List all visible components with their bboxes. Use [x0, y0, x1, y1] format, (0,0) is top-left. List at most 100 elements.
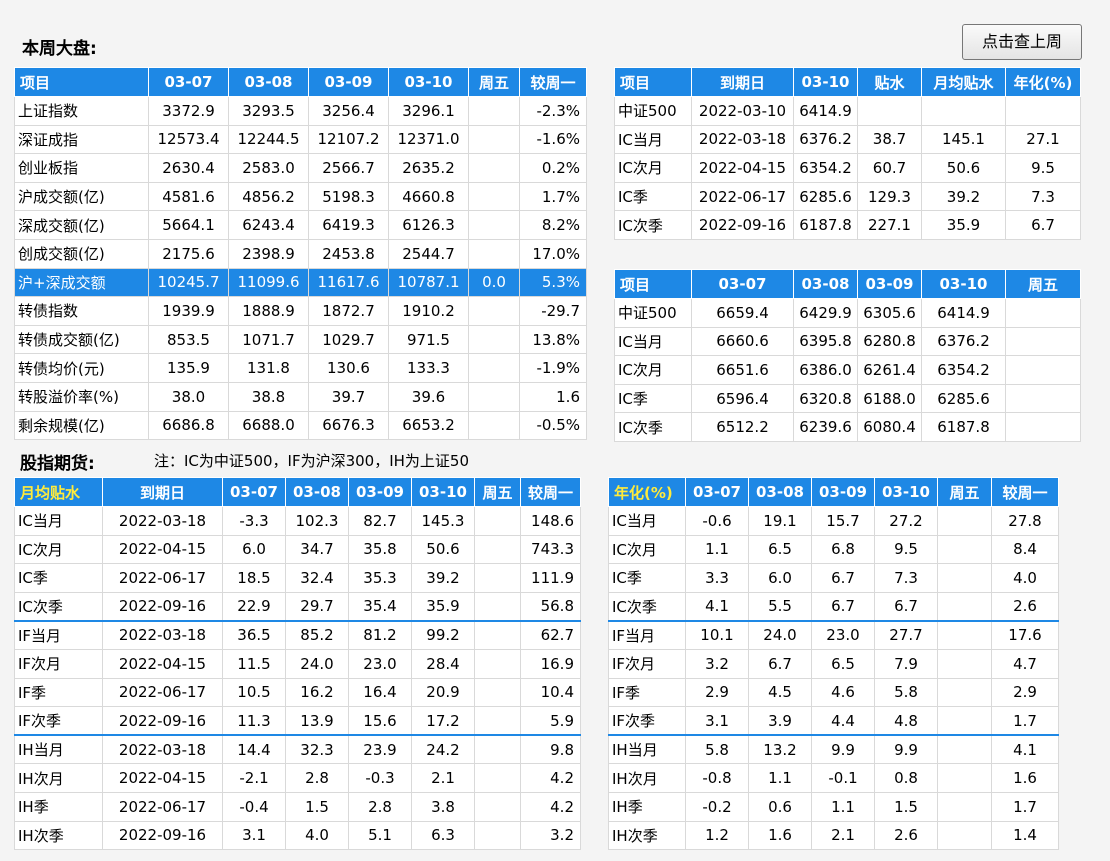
monthly-cell: 11.3 [222, 706, 286, 736]
annual-cell [937, 791, 992, 822]
annual-row: IH次月 -0.8 1.1 -0.1 0.8 1.6 [608, 763, 1059, 793]
basis-cell [921, 96, 1006, 126]
annual-cell: 0.6 [748, 791, 812, 822]
annual-cell: 9.5 [874, 534, 938, 565]
annual-cell: IF季 [608, 677, 686, 708]
market-cell [468, 96, 520, 126]
annual-header-cell: 03-07 [685, 477, 749, 507]
annual-cell: 6.7 [874, 591, 938, 622]
annual-cell: 1.7 [991, 791, 1059, 822]
monthly-row: IH次月 2022-04-15 -2.1 2.8 -0.3 2.1 4.2 [14, 763, 581, 793]
annual-cell: IH次月 [608, 763, 686, 793]
prices-cell: 6659.4 [691, 298, 794, 328]
monthly-cell: 39.2 [411, 563, 475, 593]
monthly-cell: 5.1 [348, 820, 412, 851]
annual-cell: 6.5 [811, 648, 875, 679]
prices-cell: 6187.8 [921, 412, 1006, 442]
view-last-week-button[interactable]: 点击查上周 [962, 24, 1082, 60]
annual-cell: IH当月 [608, 734, 686, 765]
monthly-header-cell: 到期日 [102, 477, 223, 507]
monthly-cell: 2022-04-15 [102, 763, 223, 793]
annual-cell: 7.3 [874, 563, 938, 593]
market-cell: 6126.3 [388, 210, 469, 240]
monthly-row: IF次月 2022-04-15 11.5 24.0 23.0 28.4 16.9 [14, 648, 581, 679]
annual-cell: 7.9 [874, 648, 938, 679]
annual-cell: 19.1 [748, 506, 812, 536]
annual-cell: 6.0 [748, 563, 812, 593]
annual-cell: 3.2 [685, 648, 749, 679]
market-cell: 沪成交额(亿) [14, 181, 149, 212]
annual-cell: IH季 [608, 791, 686, 822]
annual-cell: 3.3 [685, 563, 749, 593]
monthly-cell: IH季 [14, 791, 103, 822]
market-cell: 39.7 [308, 381, 389, 412]
market-cell: 6686.8 [148, 410, 229, 441]
prices-cell: 6395.8 [793, 326, 858, 357]
basis-header-cell: 到期日 [691, 67, 794, 97]
monthly-body: IC当月 2022-03-18 -3.3 102.3 82.7 145.3 148.6 IC次… [14, 506, 581, 851]
annual-cell: 2.6 [991, 591, 1059, 622]
annual-cell: 1.1 [748, 763, 812, 793]
monthly-cell: 35.9 [411, 591, 475, 622]
market-cell: 1029.7 [308, 324, 389, 355]
basis-cell: 39.2 [921, 181, 1006, 212]
market-cell: 5664.1 [148, 210, 229, 240]
annual-header-cell: 03-10 [874, 477, 938, 507]
market-cell: 3372.9 [148, 96, 229, 126]
market-header-cell: 周五 [468, 67, 520, 97]
monthly-header-cell: 03-07 [222, 477, 286, 507]
annual-header-cell: 年化(%) [608, 477, 686, 507]
market-header-cell: 03-10 [388, 67, 469, 97]
market-cell: 12371.0 [388, 124, 469, 155]
basis-cell: 129.3 [857, 181, 922, 212]
annual-cell: IC次月 [608, 534, 686, 565]
market-cell: 创成交额(亿) [14, 238, 149, 269]
monthly-cell: 2022-06-17 [102, 563, 223, 593]
market-cell: 6243.4 [228, 210, 309, 240]
market-cell: 0.2% [519, 153, 587, 183]
basis-cell: 6354.2 [793, 153, 858, 183]
monthly-cell: -3.3 [222, 506, 286, 536]
annual-cell [937, 677, 992, 708]
market-cell: 12573.4 [148, 124, 229, 155]
monthly-cell: -0.3 [348, 763, 412, 793]
monthly-cell [474, 619, 521, 650]
market-cell: -1.6% [519, 124, 587, 155]
annual-cell: 9.9 [874, 734, 938, 765]
prices-cell: 6305.6 [857, 298, 922, 328]
monthly-row: IC季 2022-06-17 18.5 32.4 35.3 39.2 111.9 [14, 563, 581, 593]
monthly-cell: 3.8 [411, 791, 475, 822]
market-row: 转债均价(元) 135.9 131.8 130.6 133.3 -1.9% [14, 353, 587, 383]
market-row: 沪+深成交额 10245.7 11099.6 11617.6 10787.1 0.0 5.3… [14, 267, 587, 298]
monthly-cell: 148.6 [520, 506, 581, 536]
market-cell: 2566.7 [308, 153, 389, 183]
annual-cell: 1.5 [874, 791, 938, 822]
annual-cell: 1.6 [991, 763, 1059, 793]
market-cell: 5198.3 [308, 181, 389, 212]
monthly-cell: 3.2 [520, 820, 581, 851]
annual-cell: 2.1 [811, 820, 875, 851]
market-cell: 上证指数 [14, 96, 149, 126]
prices-body: 中证500 6659.4 6429.9 6305.6 6414.9 IC当月 6660.6 6… [614, 298, 1081, 442]
basis-cell: 6414.9 [793, 96, 858, 126]
monthly-row: IC次月 2022-04-15 6.0 34.7 35.8 50.6 743.3 [14, 534, 581, 565]
annual-cell: IH次季 [608, 820, 686, 851]
prices-cell: IC季 [614, 383, 692, 414]
annual-cell: 4.0 [991, 563, 1059, 593]
prices-cell: 中证500 [614, 298, 692, 328]
market-cell: 133.3 [388, 353, 469, 383]
monthly-cell: 13.9 [285, 706, 349, 736]
monthly-cell: 85.2 [285, 619, 349, 650]
monthly-cell: 2.8 [348, 791, 412, 822]
market-header-cell: 项目 [14, 67, 149, 97]
market-cell: 0.0 [468, 267, 520, 298]
prices-cell: IC当月 [614, 326, 692, 357]
market-section-title: 本周大盘: [22, 39, 97, 59]
market-cell: 2175.6 [148, 238, 229, 269]
market-cell: 11617.6 [308, 267, 389, 298]
prices-row: IC季 6596.4 6320.8 6188.0 6285.6 [614, 383, 1081, 414]
market-cell: 2398.9 [228, 238, 309, 269]
prices-header-cell: 03-07 [691, 269, 794, 299]
annual-row: IH次季 1.2 1.6 2.1 2.6 1.4 [608, 820, 1059, 851]
basis-cell: IC当月 [614, 124, 692, 155]
